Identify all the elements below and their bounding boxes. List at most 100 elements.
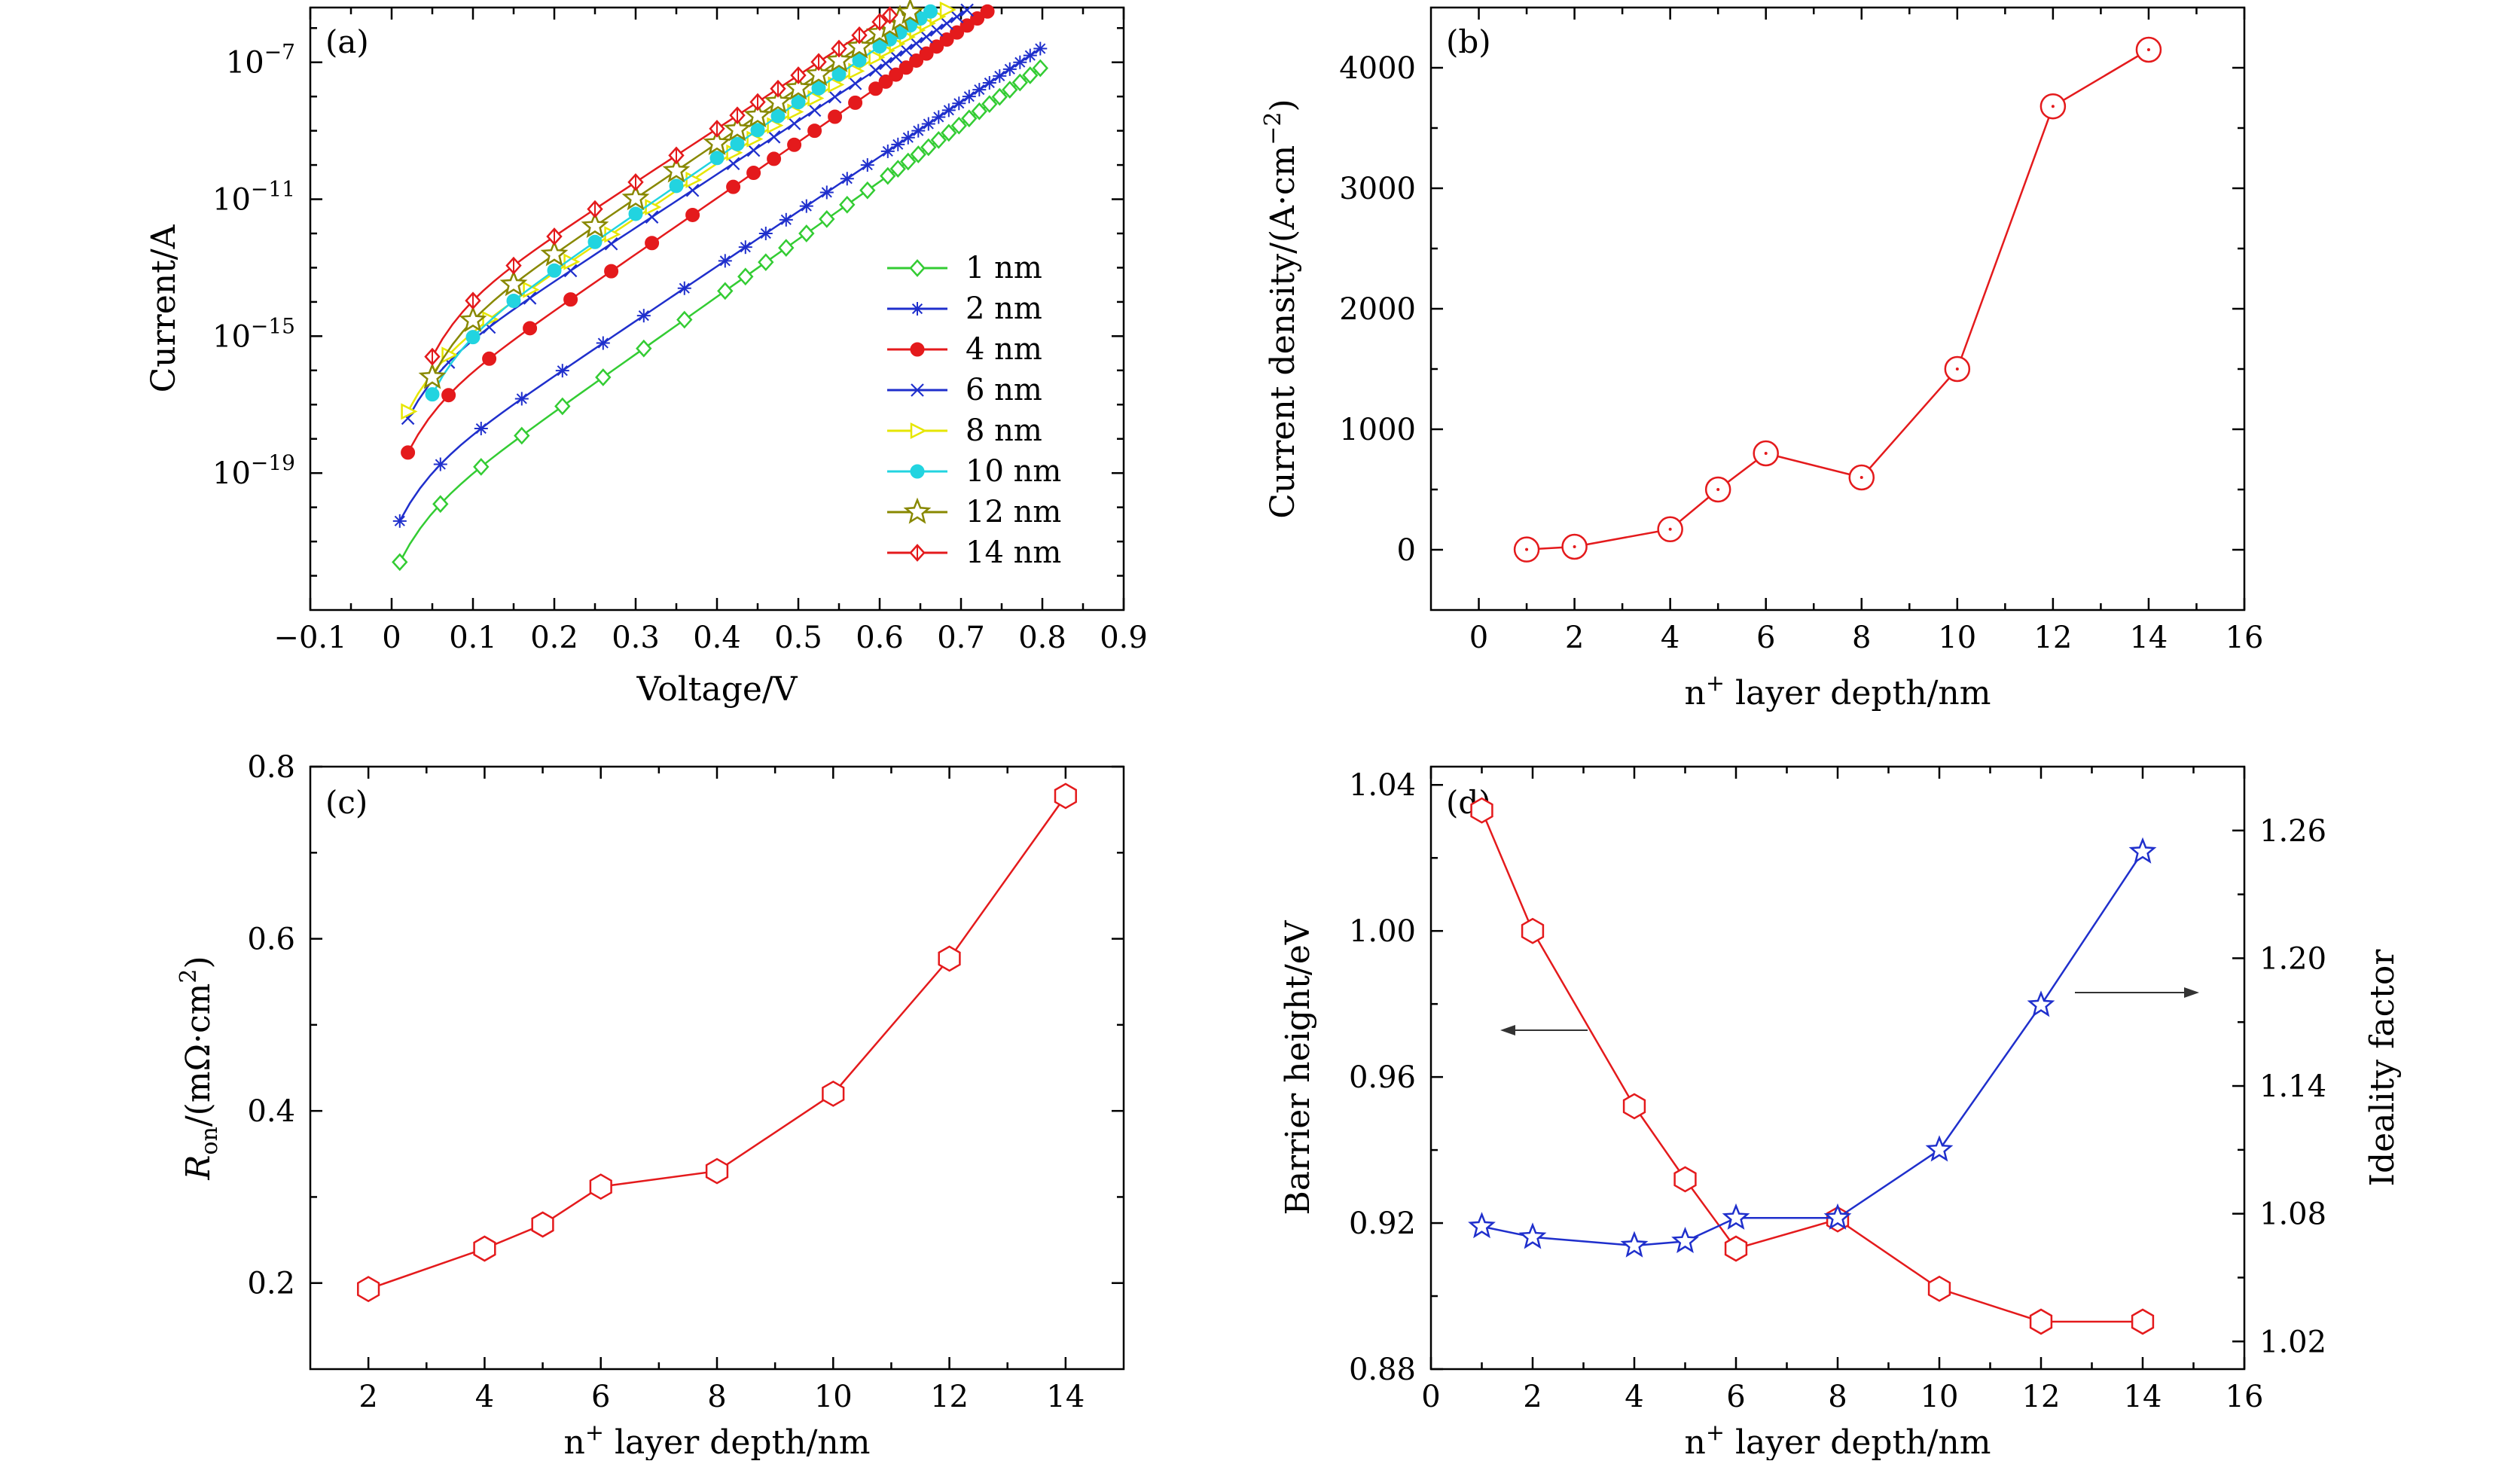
y-tick-label-d-right: 1.20	[2259, 941, 2326, 976]
x-axis-title-a: Voltage/V	[636, 670, 798, 709]
y-tick-label-a: 10−19	[212, 450, 295, 491]
legend-marker-a	[903, 497, 932, 524]
x-tick-label-b: 8	[1852, 621, 1871, 655]
data-point-a	[749, 93, 766, 111]
data-point-b	[1753, 440, 1779, 467]
data-point-a	[587, 234, 603, 249]
data-point-a	[804, 59, 833, 87]
y-tick-label-c: 0.8	[247, 750, 295, 785]
data-point-d-ideality	[1823, 1203, 1852, 1230]
data-point-a	[923, 4, 938, 19]
data-point-a	[941, 124, 957, 142]
data-point-a	[662, 156, 691, 183]
data-point-c	[705, 1157, 729, 1185]
x-tick-label-b: 10	[1938, 621, 1976, 655]
x-tick-label-d: 14	[2124, 1380, 2162, 1414]
panel-c: (c) 2 4 6 8 10 12 14 0.2 0.4 0.6 0.8 n+ layer dep…	[175, 750, 1125, 1462]
data-point-a	[878, 74, 893, 89]
data-point-a	[807, 103, 822, 117]
data-point-a	[746, 166, 761, 181]
data-point-a	[819, 210, 835, 228]
y-tick-label-b: 2000	[1339, 292, 1416, 327]
data-point-a	[717, 282, 734, 300]
series-a-6nm	[401, 3, 974, 425]
x-axis-title-b: n+ layer depth/nm	[1685, 670, 1991, 712]
data-point-a	[746, 143, 761, 157]
data-point-a	[900, 152, 917, 171]
x-tick-label-b: 2	[1565, 621, 1584, 655]
x-tick-label-b: 14	[2129, 621, 2168, 655]
data-point-a	[929, 39, 944, 54]
data-point-b	[1704, 476, 1731, 503]
data-point-a	[939, 1, 956, 19]
data-point-a	[939, 32, 954, 47]
data-point-a	[505, 256, 522, 275]
data-point-a	[540, 239, 569, 267]
data-point-a	[758, 253, 774, 272]
data-point-d-ideality	[1671, 1227, 1699, 1254]
data-point-a	[1013, 55, 1027, 69]
series-line-a	[407, 8, 947, 413]
data-point-a	[628, 206, 643, 221]
data-point-a	[851, 26, 868, 44]
series-a-1nm	[392, 59, 1048, 572]
legend-label-a: 4 nm	[966, 332, 1042, 367]
legend-label-a: 1 nm	[966, 251, 1042, 285]
data-point-a	[831, 39, 847, 58]
x-tick-label-a: 0.6	[856, 621, 904, 655]
series-line-b	[1527, 48, 2149, 551]
data-point-a	[758, 227, 773, 241]
data-point-a	[750, 123, 765, 138]
data-point-a	[920, 138, 937, 157]
series-line-a	[431, 14, 891, 358]
data-point-a	[726, 179, 741, 194]
x-tick-label-d: 6	[1726, 1380, 1745, 1414]
data-point-a	[767, 130, 781, 144]
legend-marker-a	[911, 302, 924, 316]
data-point-a	[465, 291, 481, 310]
data-point-a	[1032, 59, 1048, 78]
data-point-a	[872, 39, 887, 54]
data-point-a	[972, 83, 987, 97]
data-point-a	[627, 173, 644, 191]
data-point-a	[909, 36, 923, 50]
data-point-d-barrier	[1521, 917, 1545, 944]
data-point-a	[971, 102, 987, 120]
data-point-a	[441, 388, 456, 403]
data-point-a	[961, 109, 978, 128]
data-point-a	[819, 185, 834, 200]
data-point-a	[950, 10, 964, 24]
legend-item-a: 4 nm	[887, 332, 1042, 367]
y-tick-label-d-left: 0.92	[1349, 1206, 1416, 1241]
data-point-d-barrier	[1927, 1275, 1951, 1302]
series-a-12nm	[418, 0, 924, 389]
data-point-a	[778, 239, 795, 257]
legend-label-a: 14 nm	[966, 535, 1061, 570]
y-ticks-a: 10−7 10−11 10−15 10−19	[212, 27, 1124, 577]
data-point-a	[919, 46, 934, 61]
data-point-a	[810, 53, 827, 72]
data-point-a	[474, 422, 488, 436]
data-point-d-barrier	[1470, 797, 1493, 824]
data-point-a	[889, 160, 906, 178]
panel-label-c: (c)	[325, 784, 368, 821]
data-point-a	[401, 445, 416, 460]
data-point-b	[1657, 516, 1683, 543]
data-point-a	[581, 212, 609, 239]
x-ticks-d: 0 2 4 6 8 10 12 14 16	[1421, 767, 2263, 1414]
data-point-c	[357, 1276, 380, 1303]
data-point-a	[1022, 66, 1039, 84]
legend-item-a: 1 nm	[887, 251, 1042, 285]
data-point-b	[1561, 533, 1588, 560]
x-tick-label-a: 0	[382, 621, 401, 655]
data-point-a	[718, 254, 732, 268]
panel-label-a: (a)	[325, 23, 369, 60]
data-point-a	[787, 117, 801, 130]
x-tick-label-a: 0.2	[530, 621, 578, 655]
data-point-a	[921, 117, 935, 131]
series-group-a	[392, 0, 1048, 572]
series-a-2nm	[392, 41, 1048, 528]
data-point-d-ideality	[2027, 990, 2055, 1017]
data-point-a	[392, 514, 407, 528]
y-axis-title-d-right: Ideality factor	[2363, 949, 2402, 1187]
